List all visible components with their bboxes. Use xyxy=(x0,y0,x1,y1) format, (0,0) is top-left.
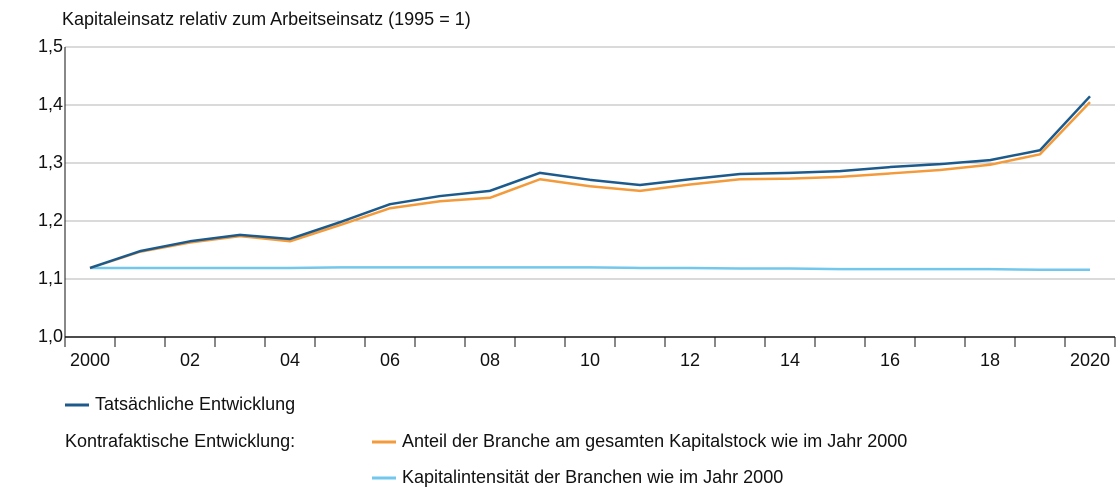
x-tick-label: 2020 xyxy=(1070,350,1110,370)
y-tick-label: 1,1 xyxy=(38,268,63,288)
y-tick-label: 1,5 xyxy=(38,36,63,56)
x-tick-label: 10 xyxy=(580,350,600,370)
legend-label: Anteil der Branche am gesamten Kapitalst… xyxy=(402,431,907,451)
x-tick-label: 08 xyxy=(480,350,500,370)
x-tick-label: 18 xyxy=(980,350,1000,370)
x-tick-label: 06 xyxy=(380,350,400,370)
y-tick-label: 1,4 xyxy=(38,94,63,114)
x-tick-label: 02 xyxy=(180,350,200,370)
legend-group-label: Kontrafaktische Entwicklung: xyxy=(65,431,295,451)
y-tick-label: 1,0 xyxy=(38,326,63,346)
x-tick-label: 14 xyxy=(780,350,800,370)
series-line xyxy=(90,266,1090,271)
x-tick-label: 16 xyxy=(880,350,900,370)
x-tick-label: 04 xyxy=(280,350,300,370)
x-tick-label: 2000 xyxy=(70,350,110,370)
chart-title: Kapitaleinsatz relativ zum Arbeitseinsat… xyxy=(62,9,471,29)
series-line xyxy=(89,95,1091,270)
y-tick-label: 1,3 xyxy=(38,152,63,172)
series-line xyxy=(89,101,1091,270)
y-tick-label: 1,2 xyxy=(38,210,63,230)
legend-label: Tatsächliche Entwicklung xyxy=(95,394,295,414)
legend-label: Kapitalintensität der Branchen wie im Ja… xyxy=(402,467,783,487)
x-tick-label: 12 xyxy=(680,350,700,370)
